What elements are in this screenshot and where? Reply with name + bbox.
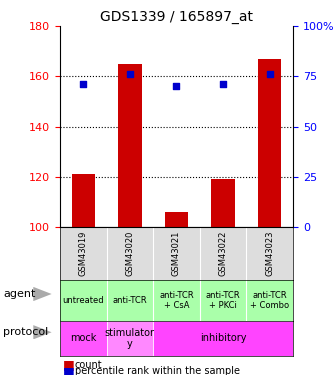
Text: agent: agent: [3, 290, 36, 299]
Bar: [165, 212, 188, 227]
Bar: [211, 179, 235, 227]
Bar: [60, 321, 107, 356]
Text: anti-TCR
+ PKCi: anti-TCR + PKCi: [206, 291, 240, 310]
Point: [81, 81, 86, 87]
Text: ■: ■: [63, 365, 75, 375]
Bar: [107, 321, 153, 356]
Title: GDS1339 / 165897_at: GDS1339 / 165897_at: [100, 10, 253, 24]
Text: GSM43022: GSM43022: [218, 231, 228, 276]
Text: GSM43019: GSM43019: [79, 231, 88, 276]
Text: protocol: protocol: [3, 327, 49, 337]
Point: [267, 71, 272, 77]
Bar: [258, 59, 281, 227]
Text: ■: ■: [63, 358, 75, 371]
Bar: [118, 64, 142, 227]
Bar: [153, 321, 293, 356]
Polygon shape: [33, 287, 52, 301]
Text: untreated: untreated: [63, 296, 104, 305]
Text: mock: mock: [70, 333, 97, 344]
Point: [127, 71, 133, 77]
Text: anti-TCR
+ Combo: anti-TCR + Combo: [250, 291, 289, 310]
Bar: [72, 174, 95, 227]
Text: GSM43023: GSM43023: [265, 231, 274, 276]
Polygon shape: [33, 325, 52, 339]
Text: anti-TCR: anti-TCR: [113, 296, 147, 305]
Point: [220, 81, 226, 87]
Text: GSM43020: GSM43020: [125, 231, 135, 276]
Point: [174, 84, 179, 90]
Text: count: count: [75, 360, 103, 369]
Text: percentile rank within the sample: percentile rank within the sample: [75, 366, 240, 375]
Text: GSM43021: GSM43021: [172, 231, 181, 276]
Text: inhibitory: inhibitory: [200, 333, 246, 344]
Text: anti-TCR
+ CsA: anti-TCR + CsA: [159, 291, 194, 310]
Text: stimulator
y: stimulator y: [105, 328, 155, 349]
